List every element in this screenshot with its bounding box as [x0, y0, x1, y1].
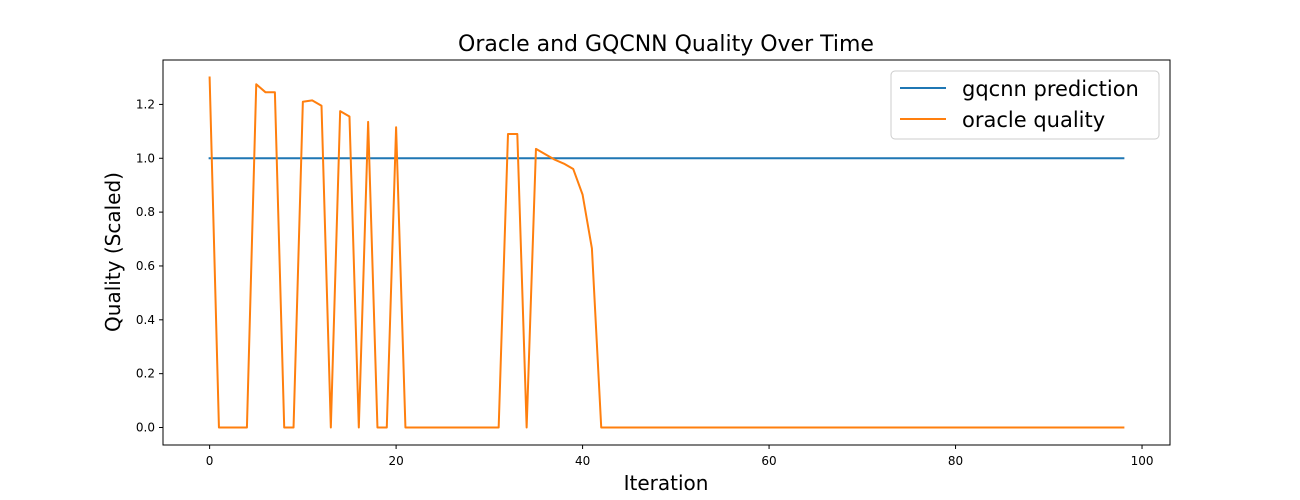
legend-box	[890, 70, 1160, 140]
legend: gqcnn prediction oracle quality	[890, 70, 1160, 140]
x-tick-label: 80	[948, 454, 963, 468]
y-tick-label: 0.2	[136, 367, 155, 381]
x-tick-label: 40	[575, 454, 590, 468]
chart-title: Oracle and GQCNN Quality Over Time	[458, 32, 874, 57]
legend-label-oracle-quality: oracle quality	[962, 108, 1105, 132]
x-axis-label: Iteration	[624, 471, 709, 495]
x-tick-label: 0	[206, 454, 214, 468]
y-tick-label: 0.8	[136, 205, 155, 219]
x-axis: 0 20 40 60 80 100	[206, 445, 1154, 468]
x-tick-label: 60	[761, 454, 776, 468]
series-layer	[208, 76, 1125, 429]
y-tick-label: 1.2	[136, 97, 155, 111]
legend-label-gqcnn-prediction: gqcnn prediction	[962, 77, 1139, 101]
x-tick-label: 100	[1131, 454, 1154, 468]
y-tick-label: 0.0	[136, 421, 155, 435]
y-tick-label: 0.6	[136, 259, 155, 273]
y-axis: 0.0 0.2 0.4 0.6 0.8 1.0 1.2	[136, 97, 163, 435]
series-line-oracle-quality	[208, 76, 1125, 429]
y-tick-label: 0.4	[136, 313, 155, 327]
y-tick-label: 1.0	[136, 151, 155, 165]
x-tick-label: 20	[388, 454, 403, 468]
y-axis-label: Quality (Scaled)	[101, 172, 125, 332]
plot-frame	[162, 59, 1171, 446]
